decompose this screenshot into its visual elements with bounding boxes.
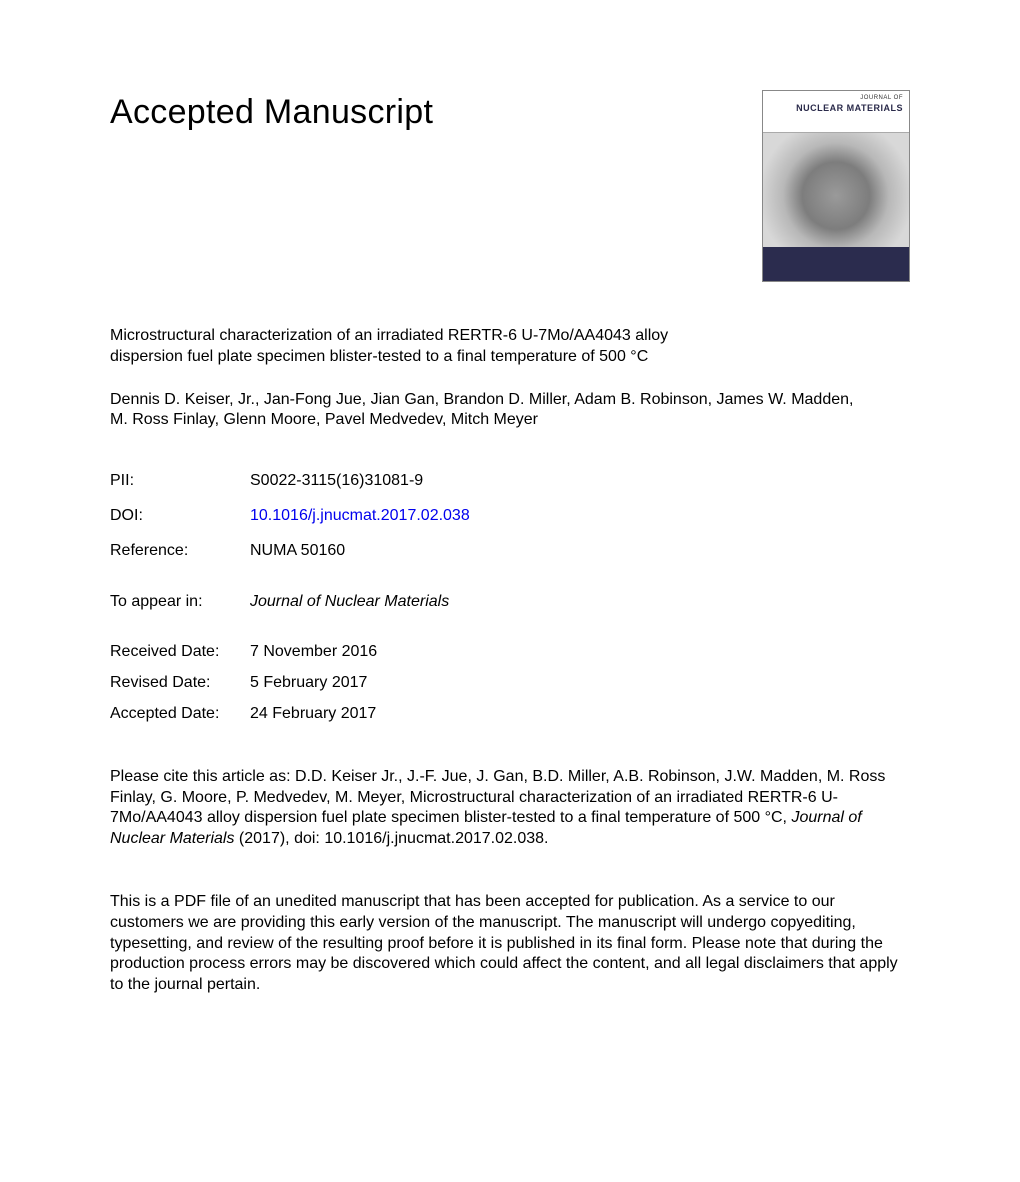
meta-row-doi: DOI: 10.1016/j.jnucmat.2017.02.038 <box>110 506 910 527</box>
meta-value-pii: S0022-3115(16)31081-9 <box>250 471 423 492</box>
meta-value-accepted: 24 February 2017 <box>250 704 376 725</box>
cover-journal-overline: JOURNAL OF <box>769 95 903 103</box>
meta-label-reference: Reference: <box>110 541 250 562</box>
cover-footer-bar <box>763 247 909 281</box>
disclaimer-text: This is a PDF file of an unedited manusc… <box>110 892 910 996</box>
meta-label-doi: DOI: <box>110 506 250 527</box>
citation-block: Please cite this article as: D.D. Keiser… <box>110 767 900 850</box>
meta-value-appear: Journal of Nuclear Materials <box>250 592 449 613</box>
journal-cover-thumbnail: JOURNAL OF NUCLEAR MATERIALS <box>762 90 910 282</box>
meta-row-reference: Reference: NUMA 50160 <box>110 541 910 562</box>
meta-label-pii: PII: <box>110 471 250 492</box>
meta-label-revised: Revised Date: <box>110 673 250 694</box>
author-list: Dennis D. Keiser, Jr., Jan-Fong Jue, Jia… <box>110 390 870 432</box>
meta-value-received: 7 November 2016 <box>250 642 377 663</box>
meta-row-pii: PII: S0022-3115(16)31081-9 <box>110 471 910 492</box>
header-row: Accepted Manuscript JOURNAL OF NUCLEAR M… <box>110 90 910 282</box>
meta-label-appear: To appear in: <box>110 592 250 613</box>
meta-row-received: Received Date: 7 November 2016 <box>110 642 910 663</box>
cover-image-area <box>763 133 909 247</box>
meta-row-revised: Revised Date: 5 February 2017 <box>110 673 910 694</box>
metadata-table: PII: S0022-3115(16)31081-9 DOI: 10.1016/… <box>110 471 910 725</box>
doi-link[interactable]: 10.1016/j.jnucmat.2017.02.038 <box>250 507 470 524</box>
meta-value-reference: NUMA 50160 <box>250 541 345 562</box>
page-title: Accepted Manuscript <box>110 90 433 134</box>
meta-row-appear: To appear in: Journal of Nuclear Materia… <box>110 592 910 613</box>
citation-suffix: (2017), doi: 10.1016/j.jnucmat.2017.02.0… <box>234 830 548 847</box>
meta-label-received: Received Date: <box>110 642 250 663</box>
meta-label-accepted: Accepted Date: <box>110 704 250 725</box>
meta-row-accepted: Accepted Date: 24 February 2017 <box>110 704 910 725</box>
meta-value-revised: 5 February 2017 <box>250 673 367 694</box>
article-title: Microstructural characterization of an i… <box>110 326 730 368</box>
cover-journal-name: NUCLEAR MATERIALS <box>769 103 903 115</box>
citation-prefix: Please cite this article as: D.D. Keiser… <box>110 768 885 827</box>
cover-header: JOURNAL OF NUCLEAR MATERIALS <box>763 91 909 133</box>
